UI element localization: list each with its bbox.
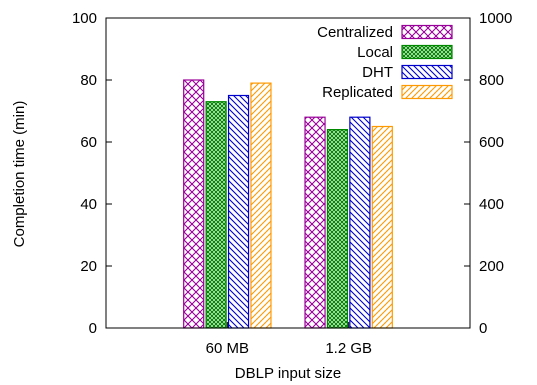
bar-centralized-1-2-gb (304, 116, 326, 329)
y2-axis-ticks: 0 200 400 600 800 1000 (464, 10, 512, 337)
legend-label-dht: DHT (362, 64, 393, 81)
y2-tick-label: 400 (479, 196, 504, 213)
y-tick-label: 20 (80, 258, 97, 275)
plot-frame (105, 17, 471, 329)
y-axis-title: Completion time (min) (11, 101, 28, 248)
x-axis-title: DBLP input size (235, 365, 341, 382)
bar-replicated-1-2-gb (371, 125, 393, 329)
legend-label-centralized: Centralized (317, 24, 393, 41)
bar-dht-1-2-gb (349, 116, 371, 329)
bar-dht-60-mb (227, 94, 250, 329)
y-tick-label: 60 (80, 134, 97, 151)
bar-local-60-mb (205, 101, 227, 329)
legend-label-local: Local (357, 44, 393, 61)
legend-swatch-replicated (401, 84, 453, 100)
bars-group (183, 79, 393, 329)
legend-swatch-centralized (401, 24, 453, 40)
bar-centralized-60-mb (183, 79, 205, 329)
legend: Centralized Local DHT Replicated (317, 24, 453, 101)
y2-tick-label: 200 (479, 258, 504, 275)
y2-tick-label: 600 (479, 134, 504, 151)
y-tick-label: 80 (80, 72, 97, 89)
y-tick-label: 0 (89, 320, 97, 337)
legend-label-replicated: Replicated (322, 84, 393, 101)
bar-local-1-2-gb (326, 129, 349, 329)
x-tick-label: 60 MB (206, 340, 249, 357)
bar-replicated-60-mb (250, 82, 272, 329)
y2-tick-label: 1000 (479, 10, 512, 27)
x-tick-label: 1.2 GB (325, 340, 372, 357)
y-tick-label: 100 (72, 10, 97, 27)
y2-tick-label: 800 (479, 72, 504, 89)
legend-swatch-dht (401, 64, 453, 80)
legend-swatch-local (401, 44, 453, 60)
y-tick-label: 40 (80, 196, 97, 213)
x-axis-ticks: 60 MB 1.2 GB (206, 322, 372, 357)
y2-tick-label: 0 (479, 320, 487, 337)
